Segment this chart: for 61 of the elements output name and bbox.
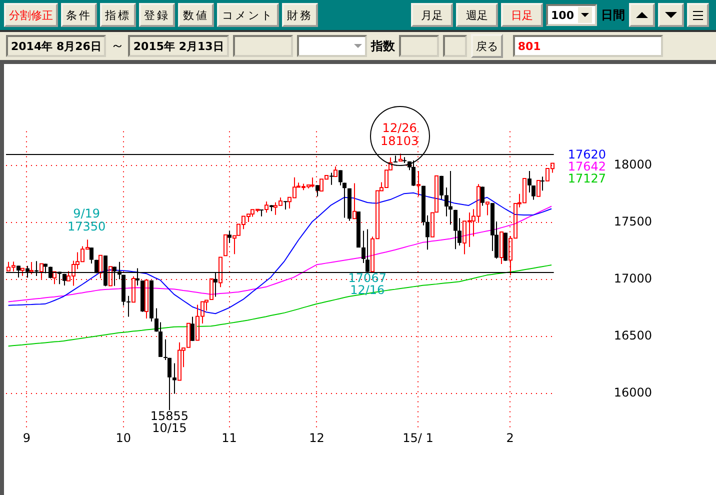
text: 財務 <box>282 3 318 27</box>
candlestick <box>154 308 158 332</box>
y-tick-label: 16500 <box>614 328 652 343</box>
candlestick <box>500 232 504 264</box>
annotation: 17067 12/16 <box>348 270 386 297</box>
text: 数値 <box>178 3 214 27</box>
candlestick <box>342 182 346 218</box>
candlestick <box>172 362 176 394</box>
x-tick-label: 10 <box>116 431 132 446</box>
candlestick <box>536 180 540 197</box>
x-tick-label: 11 <box>222 431 237 446</box>
text: 801 <box>512 35 663 57</box>
text: コメント <box>217 3 279 27</box>
text: 日足 <box>501 3 544 27</box>
annotation: 15855 10/15 <box>150 409 189 436</box>
text: 週足 <box>456 3 498 27</box>
text: 2015年 2月13日 <box>128 35 229 57</box>
candlestick <box>90 247 94 264</box>
annotation: 9/19 17350 <box>67 206 106 234</box>
text: 17642 <box>568 159 606 174</box>
candlestick <box>412 160 416 186</box>
x-tick-label: 9 <box>22 431 31 446</box>
candlestick <box>434 175 438 213</box>
candlestick <box>528 170 532 193</box>
candlestick <box>448 170 452 226</box>
text: 条件 <box>61 3 97 27</box>
text: 指数 <box>370 38 395 54</box>
x-tick-label: 15/ 1 <box>402 431 434 446</box>
candlestick <box>480 186 484 206</box>
candlestick <box>316 184 320 197</box>
y-tick-label: 17500 <box>614 214 652 229</box>
candlestick <box>178 342 182 381</box>
candlestick <box>486 202 490 216</box>
text: 登録 <box>139 3 175 27</box>
candlestick <box>284 200 288 210</box>
y-tick-label: 18000 <box>614 158 652 172</box>
text: 分割修正 <box>4 3 58 27</box>
text: 100 <box>546 4 597 26</box>
text: 月足 <box>411 3 454 27</box>
candlestick <box>190 316 194 342</box>
x-tick-label: 12 <box>309 431 324 446</box>
candlestick <box>338 170 342 186</box>
candlestick <box>310 177 314 188</box>
x-tick-label: 2 <box>506 431 514 446</box>
text: ～ <box>110 37 124 55</box>
text: 17620 <box>568 147 606 162</box>
y-tick-label: 17000 <box>614 272 652 286</box>
candlestick <box>30 262 34 275</box>
candlestick <box>540 176 544 192</box>
candlestick <box>228 230 232 244</box>
text: 日間 <box>601 6 625 24</box>
text: 17127 <box>568 171 606 186</box>
candlestick <box>454 209 458 250</box>
text: 2014年 8月26日 <box>6 35 106 57</box>
candlestick <box>352 182 356 220</box>
y-tick-label: 16000 <box>614 386 652 400</box>
text: 指標 <box>100 3 136 27</box>
text: 戻る <box>470 34 503 58</box>
annotation: 12/26 18103 <box>380 120 419 148</box>
candlestick <box>330 172 334 186</box>
candlestick <box>126 295 130 318</box>
